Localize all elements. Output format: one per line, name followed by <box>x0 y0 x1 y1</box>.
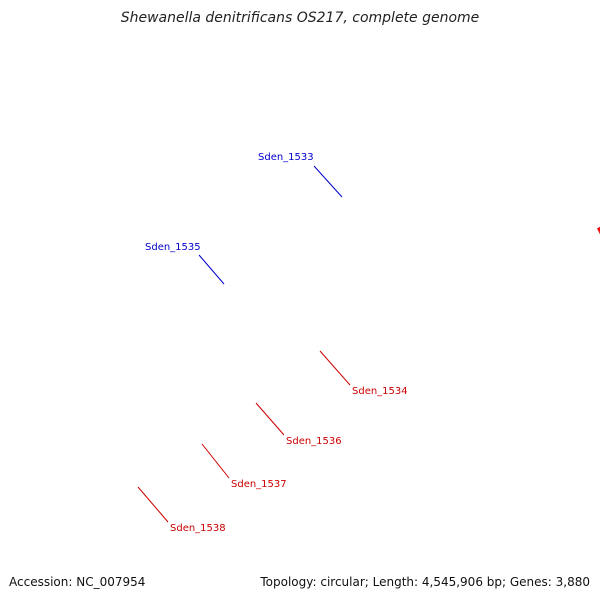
gene-label: Sden_1533 <box>258 152 314 163</box>
gene-label-leader <box>137 486 169 523</box>
accession-label: Accession: NC_007954 <box>9 575 146 589</box>
gene-label: Sden_1534 <box>352 386 408 397</box>
gene-label: Sden_1535 <box>145 242 201 253</box>
gene-label: Sden_1538 <box>170 523 226 534</box>
gene-arrow-red-e <box>596 226 600 235</box>
genome-summary: Topology: circular; Length: 4,545,906 bp… <box>260 575 590 589</box>
gene-label-leader <box>198 254 225 285</box>
gene-label-leader <box>201 443 230 479</box>
gene-label: Sden_1537 <box>231 479 287 490</box>
gene-label-leader <box>255 402 285 436</box>
gene-label: Sden_1536 <box>286 436 342 447</box>
gene-label-leader <box>319 350 351 386</box>
map-title: Shewanella denitrificans OS217, complete… <box>120 10 480 26</box>
gene-label-leader <box>313 165 343 198</box>
